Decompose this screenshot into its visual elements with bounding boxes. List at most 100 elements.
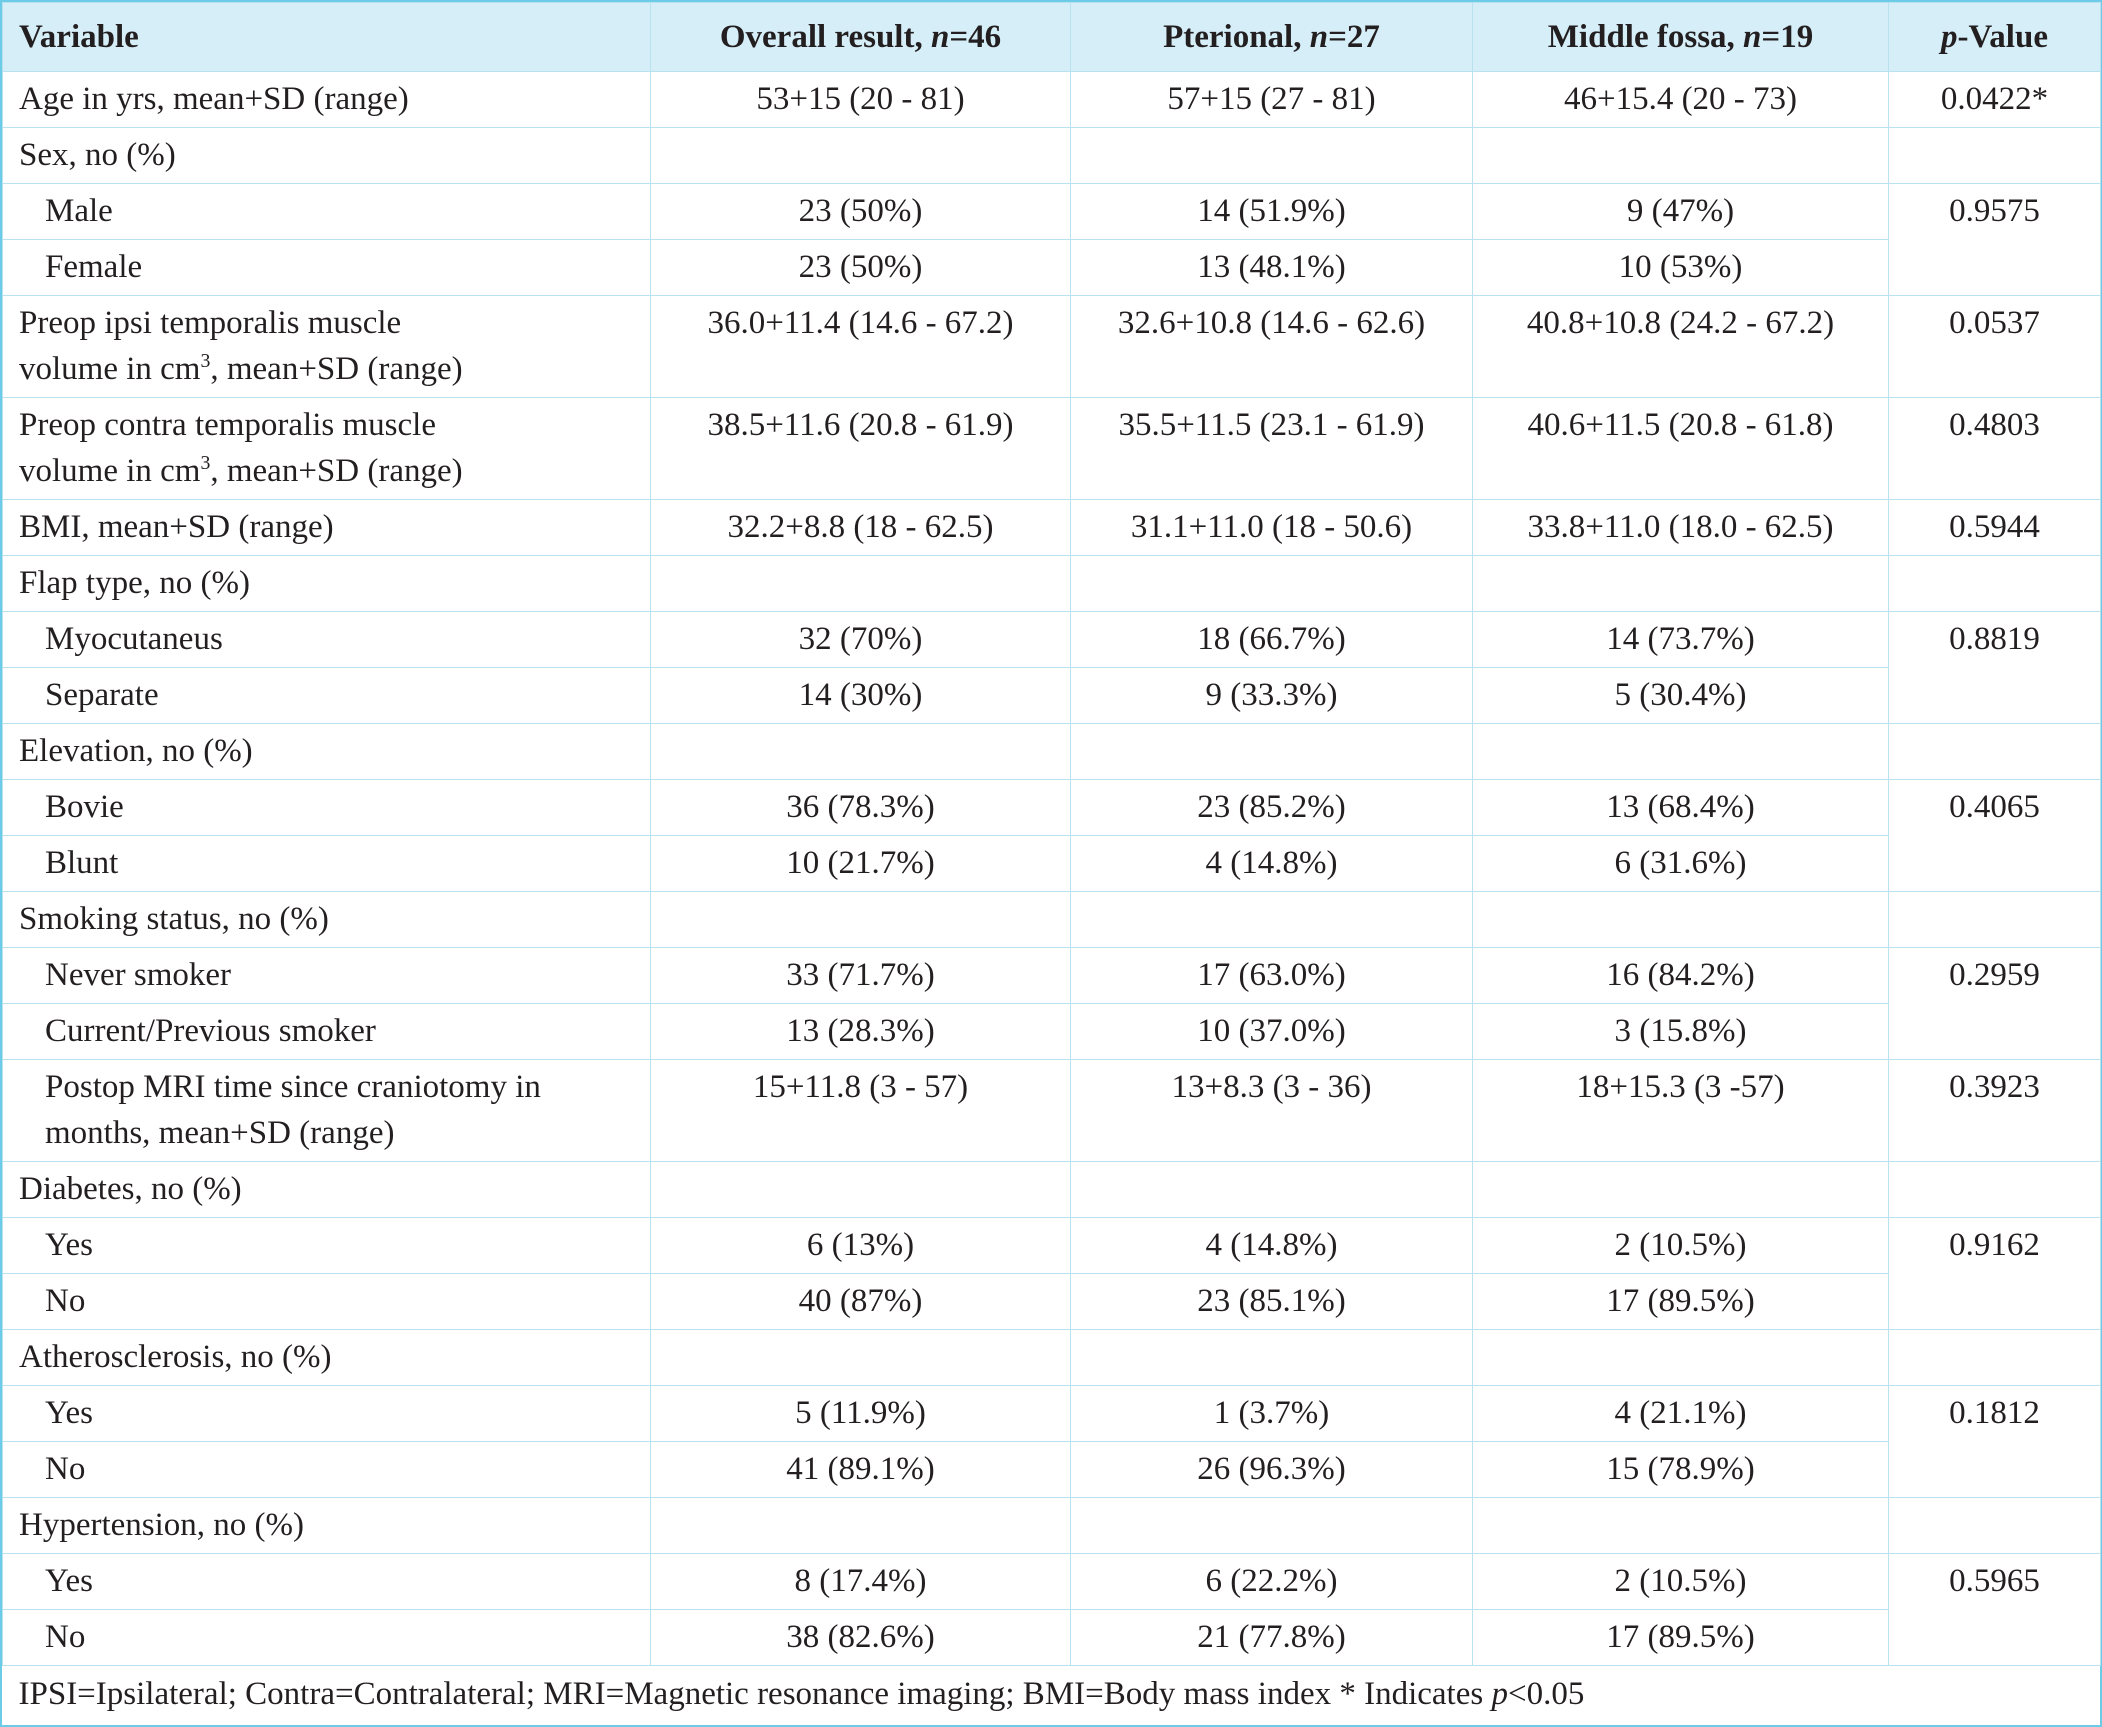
cell-overall: 53+15 (20 - 81) <box>650 71 1071 128</box>
cell-pterional: 26 (96.3%) <box>1070 1441 1473 1498</box>
table-row: Atherosclerosis, no (%) <box>2 1329 2101 1386</box>
table-row: Current/Previous smoker 13 (28.3%) 10 (3… <box>2 1003 2101 1060</box>
cell-empty <box>1070 723 1473 780</box>
table-row: Flap type, no (%) <box>2 555 2101 612</box>
cell-middle-fossa: 2 (10.5%) <box>1472 1553 1889 1610</box>
cell-empty <box>1070 555 1473 612</box>
table-row: Never smoker 33 (71.7%) 17 (63.0%) 16 (8… <box>2 947 2101 1004</box>
cell-pterional: 35.5+11.5 (23.1 - 61.9) <box>1070 397 1473 500</box>
row-label: No <box>2 1273 651 1330</box>
cell-p-value: 0.9575 <box>1888 183 2101 240</box>
cell-middle-fossa: 10 (53%) <box>1472 239 1889 296</box>
cell-empty <box>1472 1497 1889 1554</box>
cell-empty <box>650 891 1071 948</box>
cell-empty <box>1888 1497 2101 1554</box>
cell-empty <box>1472 723 1889 780</box>
row-label: BMI, mean+SD (range) <box>2 499 651 556</box>
row-label: Yes <box>2 1553 651 1610</box>
cell-p-value: 0.0537 <box>1888 295 2101 398</box>
cell-pterional: 21 (77.8%) <box>1070 1609 1473 1666</box>
row-label: Hypertension, no (%) <box>2 1497 651 1554</box>
cell-pterional: 17 (63.0%) <box>1070 947 1473 1004</box>
footnote-row: IPSI=Ipsilateral; Contra=Contralateral; … <box>2 1665 2101 1723</box>
cell-p-value: 0.9162 <box>1888 1217 2101 1274</box>
cell-empty <box>1888 239 2101 296</box>
table-row: No 41 (89.1%) 26 (96.3%) 15 (78.9%) <box>2 1441 2101 1498</box>
cell-overall: 8 (17.4%) <box>650 1553 1071 1610</box>
table-row: Yes 8 (17.4%) 6 (22.2%) 2 (10.5%) 0.5965 <box>2 1553 2101 1610</box>
cell-middle-fossa: 14 (73.7%) <box>1472 611 1889 668</box>
row-label: No <box>2 1441 651 1498</box>
cell-overall: 6 (13%) <box>650 1217 1071 1274</box>
cell-empty <box>650 1329 1071 1386</box>
cell-empty <box>1472 1161 1889 1218</box>
row-label: Myocutaneus <box>2 611 651 668</box>
cell-pterional: 57+15 (27 - 81) <box>1070 71 1473 128</box>
cell-empty <box>650 1497 1071 1554</box>
cell-overall: 36 (78.3%) <box>650 779 1071 836</box>
cell-overall: 36.0+11.4 (14.6 - 67.2) <box>650 295 1071 398</box>
table-row: Postop MRI time since craniotomy in month… <box>2 1059 2101 1162</box>
row-label: Blunt <box>2 835 651 892</box>
cell-pterional: 4 (14.8%) <box>1070 835 1473 892</box>
cell-middle-fossa: 3 (15.8%) <box>1472 1003 1889 1060</box>
cell-empty <box>1888 1003 2101 1060</box>
cell-pterional: 13+8.3 (3 - 36) <box>1070 1059 1473 1162</box>
row-label: Separate <box>2 667 651 724</box>
cell-middle-fossa: 2 (10.5%) <box>1472 1217 1889 1274</box>
row-label: Preop ipsi temporalis muscle volume in cm… <box>2 295 651 398</box>
cell-pterional: 14 (51.9%) <box>1070 183 1473 240</box>
row-label: Age in yrs, mean+SD (range) <box>2 71 651 128</box>
cell-empty <box>1888 1441 2101 1498</box>
cell-p-value: 0.2959 <box>1888 947 2101 1004</box>
cell-overall: 13 (28.3%) <box>650 1003 1071 1060</box>
cell-empty <box>1472 555 1889 612</box>
cell-overall: 38.5+11.6 (20.8 - 61.9) <box>650 397 1071 500</box>
cell-p-value: 0.3923 <box>1888 1059 2101 1162</box>
table-row: No 38 (82.6%) 21 (77.8%) 17 (89.5%) <box>2 1609 2101 1666</box>
cell-p-value: 0.4803 <box>1888 397 2101 500</box>
table-row: Female 23 (50%) 13 (48.1%) 10 (53%) <box>2 239 2101 296</box>
cell-overall: 32 (70%) <box>650 611 1071 668</box>
cell-empty <box>1888 1273 2101 1330</box>
table-row: Sex, no (%) <box>2 127 2101 184</box>
cell-empty <box>1070 127 1473 184</box>
cell-pterional: 31.1+11.0 (18 - 50.6) <box>1070 499 1473 556</box>
row-label: Smoking status, no (%) <box>2 891 651 948</box>
header-pterional: Pterional, n=27 <box>1070 2 1473 72</box>
cell-middle-fossa: 5 (30.4%) <box>1472 667 1889 724</box>
cell-overall: 5 (11.9%) <box>650 1385 1071 1442</box>
row-label: Flap type, no (%) <box>2 555 651 612</box>
row-label: Yes <box>2 1217 651 1274</box>
row-label: Sex, no (%) <box>2 127 651 184</box>
cell-empty <box>1888 1609 2101 1666</box>
cell-overall: 33 (71.7%) <box>650 947 1071 1004</box>
cell-middle-fossa: 17 (89.5%) <box>1472 1609 1889 1666</box>
cell-pterional: 23 (85.2%) <box>1070 779 1473 836</box>
cell-overall: 23 (50%) <box>650 183 1071 240</box>
cell-pterional: 18 (66.7%) <box>1070 611 1473 668</box>
row-label: Never smoker <box>2 947 651 1004</box>
table-row: BMI, mean+SD (range) 32.2+8.8 (18 - 62.5… <box>2 499 2101 556</box>
cell-empty <box>1888 891 2101 948</box>
cell-pterional: 10 (37.0%) <box>1070 1003 1473 1060</box>
cell-empty <box>1888 1329 2101 1386</box>
cell-middle-fossa: 16 (84.2%) <box>1472 947 1889 1004</box>
cell-empty <box>1070 1161 1473 1218</box>
table-row: Diabetes, no (%) <box>2 1161 2101 1218</box>
cell-empty <box>1070 1329 1473 1386</box>
cell-middle-fossa: 4 (21.1%) <box>1472 1385 1889 1442</box>
cell-empty <box>650 555 1071 612</box>
row-label: Postop MRI time since craniotomy in month… <box>2 1059 651 1162</box>
cell-middle-fossa: 15 (78.9%) <box>1472 1441 1889 1498</box>
table-row: Bovie 36 (78.3%) 23 (85.2%) 13 (68.4%) 0… <box>2 779 2101 836</box>
cell-overall: 41 (89.1%) <box>650 1441 1071 1498</box>
cell-pterional: 13 (48.1%) <box>1070 239 1473 296</box>
cell-overall: 38 (82.6%) <box>650 1609 1071 1666</box>
table-row: No 40 (87%) 23 (85.1%) 17 (89.5%) <box>2 1273 2101 1330</box>
cell-middle-fossa: 9 (47%) <box>1472 183 1889 240</box>
header-middle-fossa: Middle fossa, n=19 <box>1472 2 1889 72</box>
cell-middle-fossa: 13 (68.4%) <box>1472 779 1889 836</box>
table-row: Male 23 (50%) 14 (51.9%) 9 (47%) 0.9575 <box>2 183 2101 240</box>
